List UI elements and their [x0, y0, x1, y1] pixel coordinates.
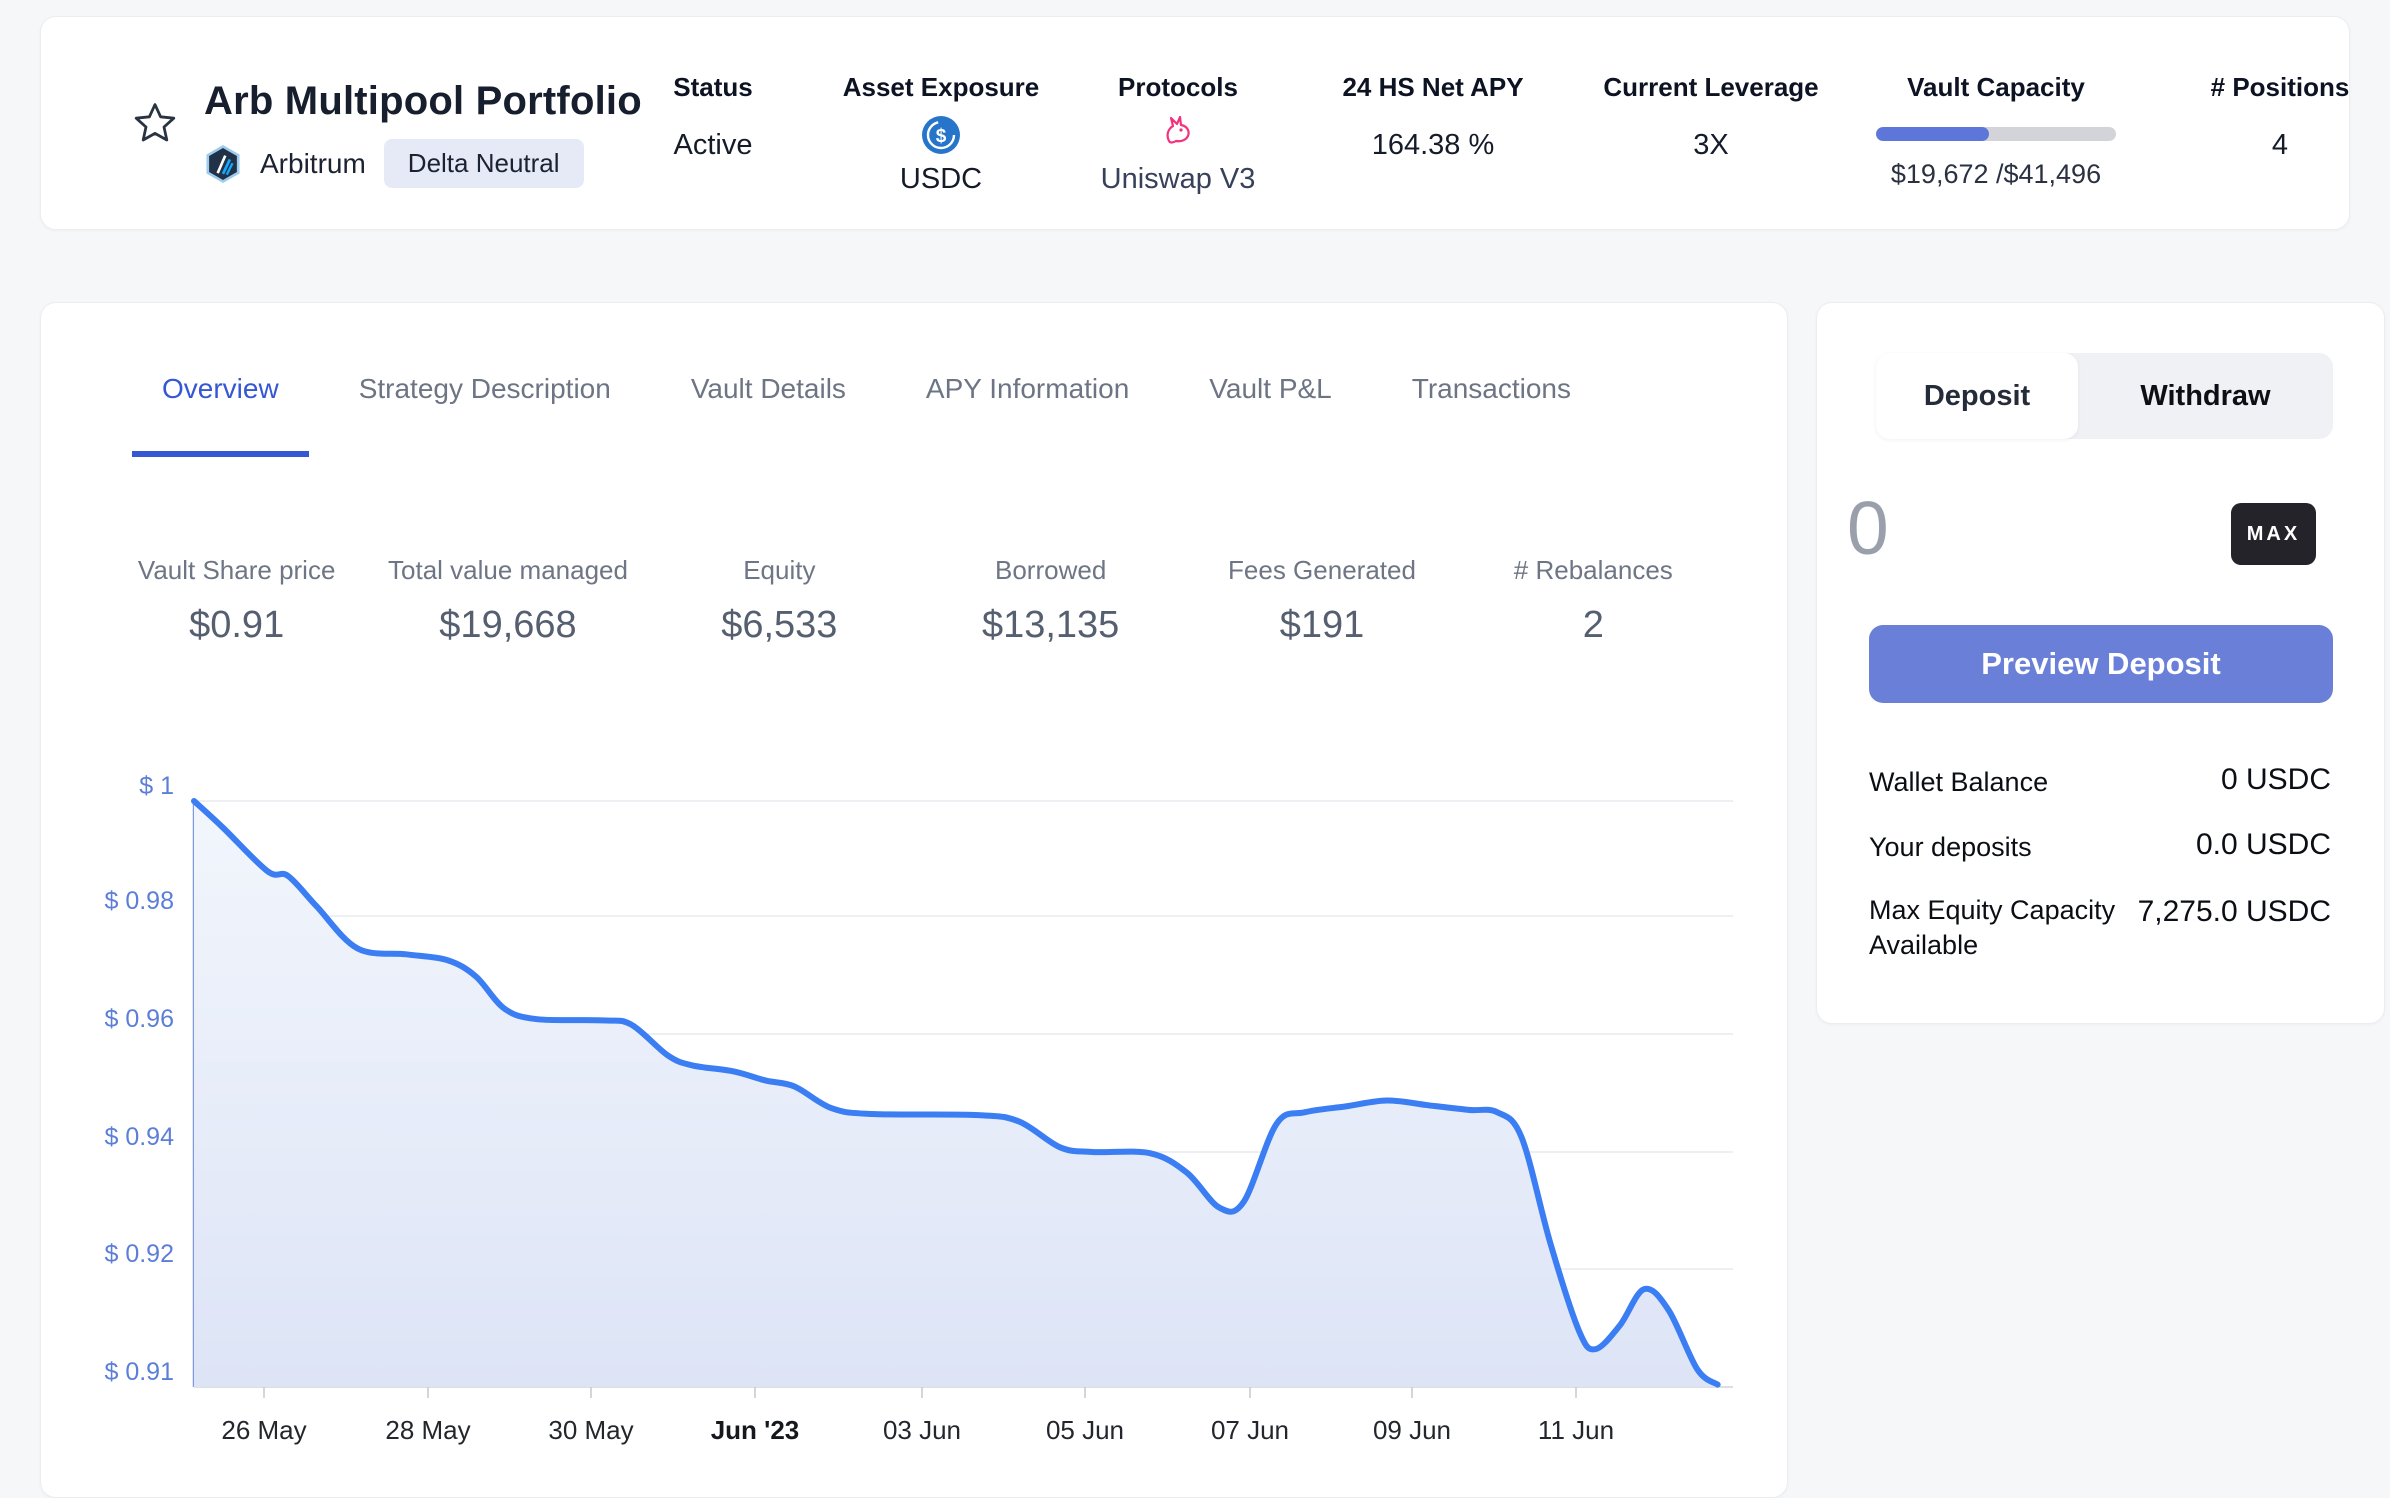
y-axis-tick: $ 0.91	[104, 1357, 174, 1387]
max-button[interactable]: MAX	[2231, 503, 2316, 565]
x-axis-tick: 30 May	[511, 1415, 671, 1446]
vault-header-card: Arb Multipool Portfolio Arbitrum Delta N…	[40, 16, 2350, 230]
tab-transactions[interactable]: Transactions	[1382, 373, 1601, 457]
preview-deposit-button[interactable]: Preview Deposit	[1869, 625, 2333, 703]
net-apy-label: 24 HS Net APY	[1283, 72, 1583, 103]
svg-text:$: $	[936, 126, 947, 147]
stat-total-value-managed: Total value managed $19,668	[372, 555, 643, 647]
positions-label: # Positions	[2195, 72, 2365, 103]
stat-value: $13,135	[915, 604, 1186, 647]
x-axis-tick: 07 Jun	[1170, 1415, 1330, 1446]
tab-strategy-description[interactable]: Strategy Description	[329, 373, 641, 457]
arbitrum-logo-icon	[204, 145, 242, 183]
withdraw-tab[interactable]: Withdraw	[2078, 353, 2333, 439]
max-equity-capacity-label: Max Equity Capacity Available	[1869, 893, 2119, 963]
header-col-positions: # Positions 4	[2195, 17, 2365, 231]
stat-label: Equity	[644, 555, 915, 586]
y-axis-tick: $ 0.98	[104, 886, 174, 916]
chart-area-fill	[194, 801, 1718, 1387]
header-col-leverage: Current Leverage 3X	[1561, 17, 1861, 231]
tab-apy-information[interactable]: APY Information	[896, 373, 1159, 457]
stat-rebalances: # Rebalances 2	[1458, 555, 1729, 647]
deposit-tab[interactable]: Deposit	[1876, 353, 2078, 439]
your-deposits-label: Your deposits	[1869, 830, 2032, 865]
favorite-star-icon[interactable]	[131, 99, 179, 147]
leverage-value: 3X	[1561, 129, 1861, 162]
stat-label: Borrowed	[915, 555, 1186, 586]
x-axis-ticks	[264, 1387, 1576, 1398]
x-axis-tick: 28 May	[348, 1415, 508, 1446]
tab-overview[interactable]: Overview	[132, 373, 309, 457]
stats-row: Vault Share price $0.91 Total value mana…	[101, 555, 1729, 647]
vault-capacity-fill	[1876, 127, 1989, 141]
wallet-balance-value: 0 USDC	[2221, 763, 2331, 797]
x-axis-tick: Jun '23	[675, 1415, 835, 1446]
net-apy-value: 164.38 %	[1283, 129, 1583, 162]
share-price-area-chart	[171, 789, 1751, 1403]
stat-value: 2	[1458, 604, 1729, 647]
usdc-icon: $	[921, 115, 961, 155]
y-axis-tick: $ 0.96	[104, 1004, 174, 1034]
stat-value: $19,668	[372, 604, 643, 647]
x-axis-tick: 09 Jun	[1332, 1415, 1492, 1446]
header-col-vault-capacity: Vault Capacity $19,672 /$41,496	[1846, 17, 2146, 231]
stat-equity: Equity $6,533	[644, 555, 915, 647]
network-name: Arbitrum	[260, 148, 366, 180]
stat-label: Fees Generated	[1186, 555, 1457, 586]
stat-label: Vault Share price	[101, 555, 372, 586]
tab-vault-details[interactable]: Vault Details	[661, 373, 876, 457]
deposit-withdraw-toggle: Deposit Withdraw	[1876, 353, 2333, 439]
leverage-label: Current Leverage	[1561, 72, 1861, 103]
x-axis-tick: 05 Jun	[1005, 1415, 1165, 1446]
vault-capacity-label: Vault Capacity	[1846, 72, 2146, 103]
your-deposits-value: 0.0 USDC	[2196, 828, 2331, 862]
y-axis-tick: $ 1	[139, 771, 174, 801]
tab-bar: Overview Strategy Description Vault Deta…	[132, 373, 1601, 457]
vault-overview-card: Overview Strategy Description Vault Deta…	[40, 302, 1788, 1498]
header-col-net-apy: 24 HS Net APY 164.38 %	[1283, 17, 1583, 231]
stat-vault-share-price: Vault Share price $0.91	[101, 555, 372, 647]
stat-value: $0.91	[101, 604, 372, 647]
positions-value: 4	[2195, 129, 2365, 162]
x-axis-tick: 11 Jun	[1496, 1415, 1656, 1446]
x-axis-tick: 26 May	[184, 1415, 344, 1446]
tab-vault-pnl[interactable]: Vault P&L	[1179, 373, 1361, 457]
stat-value: $6,533	[644, 604, 915, 647]
vault-capacity-value: $19,672 /$41,496	[1846, 159, 2146, 190]
stat-label: # Rebalances	[1458, 555, 1729, 586]
uniswap-icon	[1161, 113, 1195, 147]
wallet-balance-label: Wallet Balance	[1869, 765, 2048, 800]
x-axis-tick: 03 Jun	[842, 1415, 1002, 1446]
strategy-badge: Delta Neutral	[384, 139, 584, 188]
vault-subrow: Arbitrum Delta Neutral	[204, 139, 584, 188]
max-equity-capacity-value: 7,275.0 USDC	[2138, 895, 2331, 929]
y-axis-tick: $ 0.92	[104, 1239, 174, 1269]
stat-fees-generated: Fees Generated $191	[1186, 555, 1457, 647]
vault-capacity-progressbar	[1876, 127, 2116, 141]
stat-borrowed: Borrowed $13,135	[915, 555, 1186, 647]
y-axis-tick: $ 0.94	[104, 1122, 174, 1152]
amount-input[interactable]	[1847, 485, 2177, 571]
stat-label: Total value managed	[372, 555, 643, 586]
stat-value: $191	[1186, 604, 1457, 647]
deposit-panel: Deposit Withdraw MAX Preview Deposit Wal…	[1816, 302, 2385, 1024]
